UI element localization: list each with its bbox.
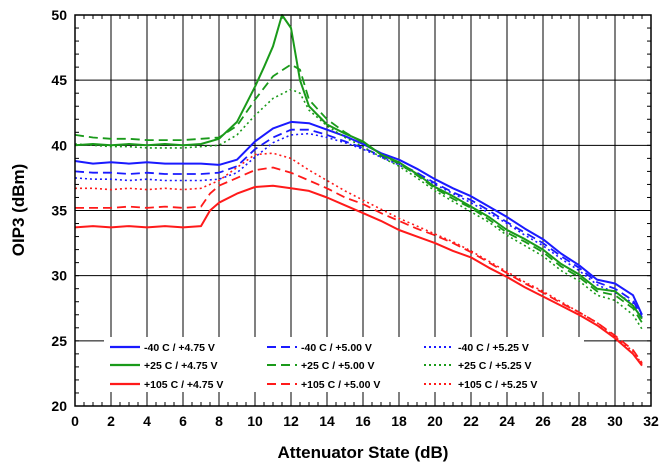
y-tick-label: 50 bbox=[51, 7, 67, 23]
y-tick-label: 25 bbox=[51, 333, 67, 349]
legend-label: +25 C / +5.25 V bbox=[458, 360, 532, 372]
x-tick-label: 28 bbox=[571, 413, 587, 429]
x-tick-label: 22 bbox=[463, 413, 479, 429]
y-tick-label: 45 bbox=[51, 72, 67, 88]
legend-label: +25 C / +4.75 V bbox=[144, 360, 218, 372]
y-tick-label: 30 bbox=[51, 268, 67, 284]
x-tick-label: 18 bbox=[391, 413, 407, 429]
y-tick-label: 35 bbox=[51, 203, 67, 219]
x-axis-title: Attenuator State (dB) bbox=[278, 443, 449, 462]
x-tick-label: 6 bbox=[179, 413, 187, 429]
x-tick-label: 32 bbox=[643, 413, 659, 429]
x-tick-labels: 0 2 4 6 8 10 12 14 16 18 20 22 24 26 28 30 32 bbox=[71, 413, 659, 429]
y-tick-labels: 20 25 30 35 40 45 50 bbox=[51, 7, 67, 414]
x-tick-label: 10 bbox=[247, 413, 263, 429]
series-line bbox=[75, 152, 643, 365]
x-tick-label: 26 bbox=[535, 413, 551, 429]
series-line bbox=[75, 166, 643, 364]
legend-label: -40 C / +4.75 V bbox=[144, 342, 215, 354]
series-line bbox=[74, 14, 643, 320]
y-tick-label: 40 bbox=[51, 137, 67, 153]
x-tick-label: 0 bbox=[71, 413, 79, 429]
x-tick-label: 14 bbox=[319, 413, 335, 429]
y-tick-label: 20 bbox=[51, 398, 67, 414]
series-line bbox=[74, 128, 643, 318]
series-lines bbox=[74, 14, 643, 367]
x-tick-label: 24 bbox=[499, 413, 515, 429]
legend-label: -40 C / +5.25 V bbox=[458, 342, 529, 354]
x-tick-label: 20 bbox=[427, 413, 443, 429]
series-line bbox=[74, 63, 643, 324]
plot-frame bbox=[74, 14, 652, 407]
x-tick-label: 16 bbox=[355, 413, 371, 429]
x-tick-label: 4 bbox=[143, 413, 151, 429]
legend-background bbox=[104, 337, 584, 392]
x-tick-label: 30 bbox=[607, 413, 623, 429]
legend: -40 C / +4.75 V -40 C / +5.00 V -40 C / +5… bbox=[104, 337, 584, 392]
x-tick-label: 12 bbox=[283, 413, 299, 429]
legend-label: +105 C / +4.75 V bbox=[144, 379, 223, 391]
legend-label: -40 C / +5.00 V bbox=[301, 342, 372, 354]
series-line bbox=[74, 132, 643, 321]
series-line bbox=[74, 120, 643, 316]
legend-label: +105 C / +5.25 V bbox=[458, 379, 537, 391]
series-line bbox=[74, 88, 643, 330]
series-line bbox=[74, 184, 643, 367]
x-tick-label: 8 bbox=[215, 413, 223, 429]
legend-label: +25 C / +5.00 V bbox=[301, 360, 375, 372]
y-axis-title: OIP3 (dBm) bbox=[9, 164, 28, 257]
legend-label: +105 C / +5.00 V bbox=[301, 379, 380, 391]
x-tick-label: 2 bbox=[107, 413, 115, 429]
